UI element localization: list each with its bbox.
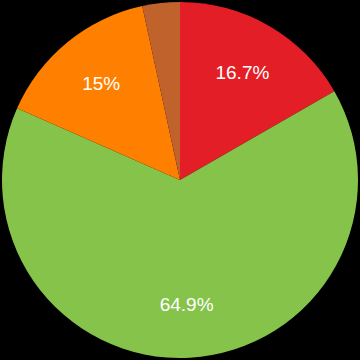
svg-text:15%: 15% [82, 73, 120, 94]
svg-text:64.9%: 64.9% [160, 294, 214, 315]
svg-text:16.7%: 16.7% [215, 62, 269, 83]
